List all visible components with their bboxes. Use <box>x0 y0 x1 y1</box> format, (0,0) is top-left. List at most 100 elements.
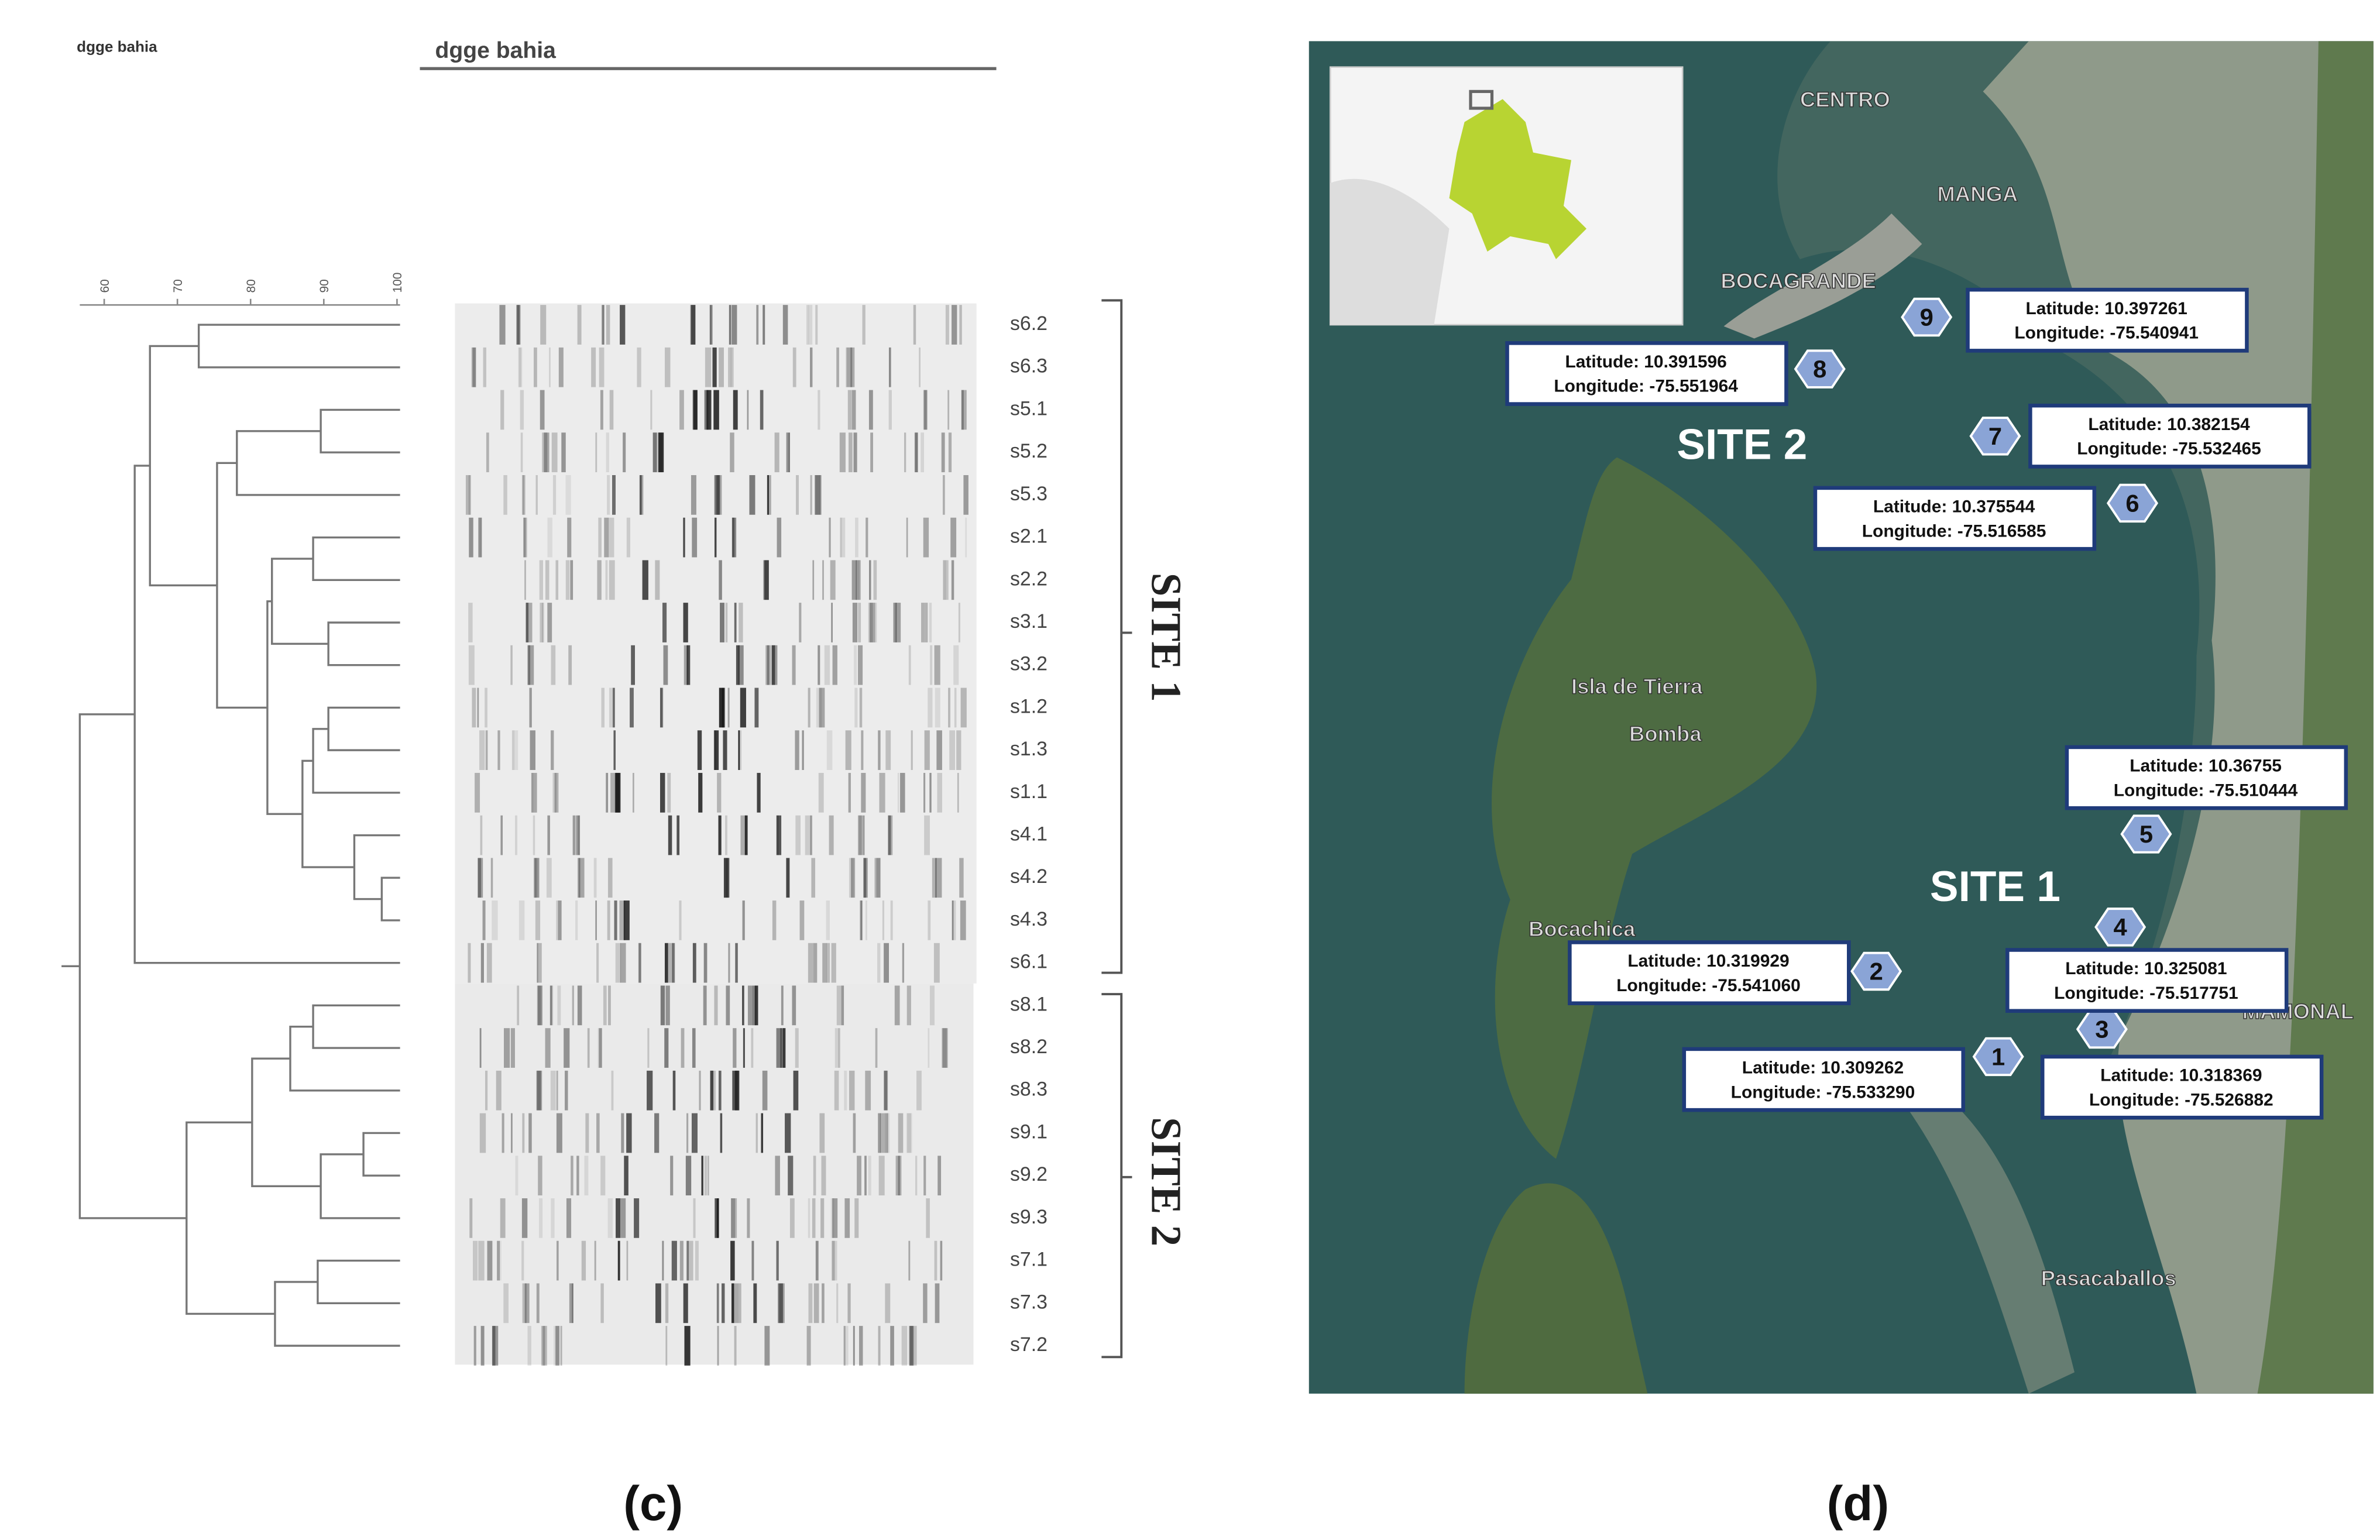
gel-band <box>604 517 609 558</box>
gel-band <box>533 858 539 898</box>
gel-band <box>594 1240 596 1281</box>
latitude: Latitude: 10.309262 <box>1742 1058 1904 1078</box>
gel-band <box>663 645 668 685</box>
gel-band <box>878 730 881 770</box>
gel-band <box>895 1156 902 1196</box>
site-marker <box>1901 297 1953 337</box>
gel-band <box>691 1113 698 1153</box>
gel-band <box>767 645 770 685</box>
gel-band <box>511 730 514 770</box>
gel-band <box>550 1070 556 1111</box>
gel-band <box>623 900 630 940</box>
gel-band <box>884 1070 888 1111</box>
gel-band <box>799 900 805 940</box>
gel-band <box>575 900 578 940</box>
gel-band <box>882 900 885 940</box>
gel-band <box>541 1326 545 1366</box>
gel-band <box>603 985 607 1026</box>
gel-band <box>857 815 862 855</box>
gel-band <box>478 858 482 898</box>
marker-label: 9 <box>1920 304 1933 331</box>
gel-band <box>860 900 862 940</box>
site-marker <box>2120 814 2172 854</box>
gel-band <box>844 1070 847 1111</box>
gel-band <box>607 858 613 898</box>
gel-band <box>960 900 966 940</box>
gel-band <box>634 1198 640 1238</box>
dendro-branch <box>312 536 400 581</box>
gel-band <box>469 517 473 558</box>
gel-band <box>732 1070 737 1111</box>
gel-band <box>526 603 533 642</box>
gel-band <box>497 1240 500 1281</box>
gel-band <box>913 1326 917 1366</box>
gel-band <box>545 1028 551 1068</box>
gel-band <box>578 815 580 855</box>
gel-band <box>668 815 672 855</box>
gel-band <box>605 560 608 600</box>
lane-label: s4.1 <box>1010 823 1048 845</box>
gel-band <box>529 688 532 728</box>
gel-band <box>788 432 790 473</box>
gel-band <box>943 560 946 600</box>
marker-label: 7 <box>1989 422 2002 450</box>
gel-band <box>844 1198 850 1238</box>
gel-band <box>924 730 930 770</box>
site2-label: SITE 2 <box>1142 1117 1190 1246</box>
gel-site2 <box>455 983 974 1365</box>
gel-band <box>815 475 820 515</box>
scale-label: 80 <box>245 279 258 293</box>
gel-band <box>521 1198 528 1238</box>
dendro-branch <box>353 834 400 900</box>
gel-band <box>831 603 833 642</box>
lane-label: s8.1 <box>1010 993 1048 1015</box>
gel-band <box>518 900 525 940</box>
gel-band <box>564 1028 570 1068</box>
gel-band <box>815 305 818 345</box>
gel-band <box>776 815 782 855</box>
gel-band <box>777 517 782 558</box>
gel-band <box>522 1283 527 1324</box>
gel-band <box>576 1156 579 1196</box>
gel-band <box>942 475 945 515</box>
gel-band <box>626 1113 632 1153</box>
gel-band <box>595 900 597 940</box>
inset-frame <box>1469 90 1494 110</box>
place-label: Isla de Tierra <box>1571 675 1703 699</box>
gel-band <box>537 985 541 1026</box>
gel-band <box>924 390 928 430</box>
gel-band <box>736 645 740 685</box>
gel-band <box>778 1283 783 1324</box>
gel-band <box>861 730 864 770</box>
gel-band <box>526 603 529 642</box>
gel-band <box>572 985 574 1026</box>
gel-band <box>593 858 597 898</box>
gel-band <box>813 1283 819 1324</box>
gel-band <box>514 815 517 855</box>
dendro-branch <box>271 558 329 645</box>
gel-band <box>923 1283 928 1324</box>
gel-band <box>755 1113 758 1153</box>
gel-band <box>714 730 719 770</box>
gel-band <box>775 1156 780 1196</box>
gel-title: dgge bahia <box>435 38 557 63</box>
place-label: Bocachica <box>1529 917 1636 941</box>
gel-band <box>725 603 728 642</box>
gel-band <box>761 1113 764 1153</box>
gel-band <box>772 900 777 940</box>
gel-band <box>528 645 534 685</box>
gel-band <box>608 517 614 558</box>
gel-band <box>714 475 720 515</box>
coord-box <box>2028 403 2312 469</box>
caption-c: (c) <box>623 1476 683 1531</box>
gel-band <box>578 858 585 898</box>
gel-band <box>762 1070 768 1111</box>
gel-band <box>907 1113 911 1153</box>
gel-band <box>606 772 609 813</box>
gel-band <box>551 432 558 473</box>
site-marker <box>1794 349 1846 389</box>
gel-band <box>620 305 626 345</box>
gel-band <box>599 347 605 387</box>
dendro-branch <box>317 1259 400 1304</box>
gel-band <box>546 858 552 898</box>
